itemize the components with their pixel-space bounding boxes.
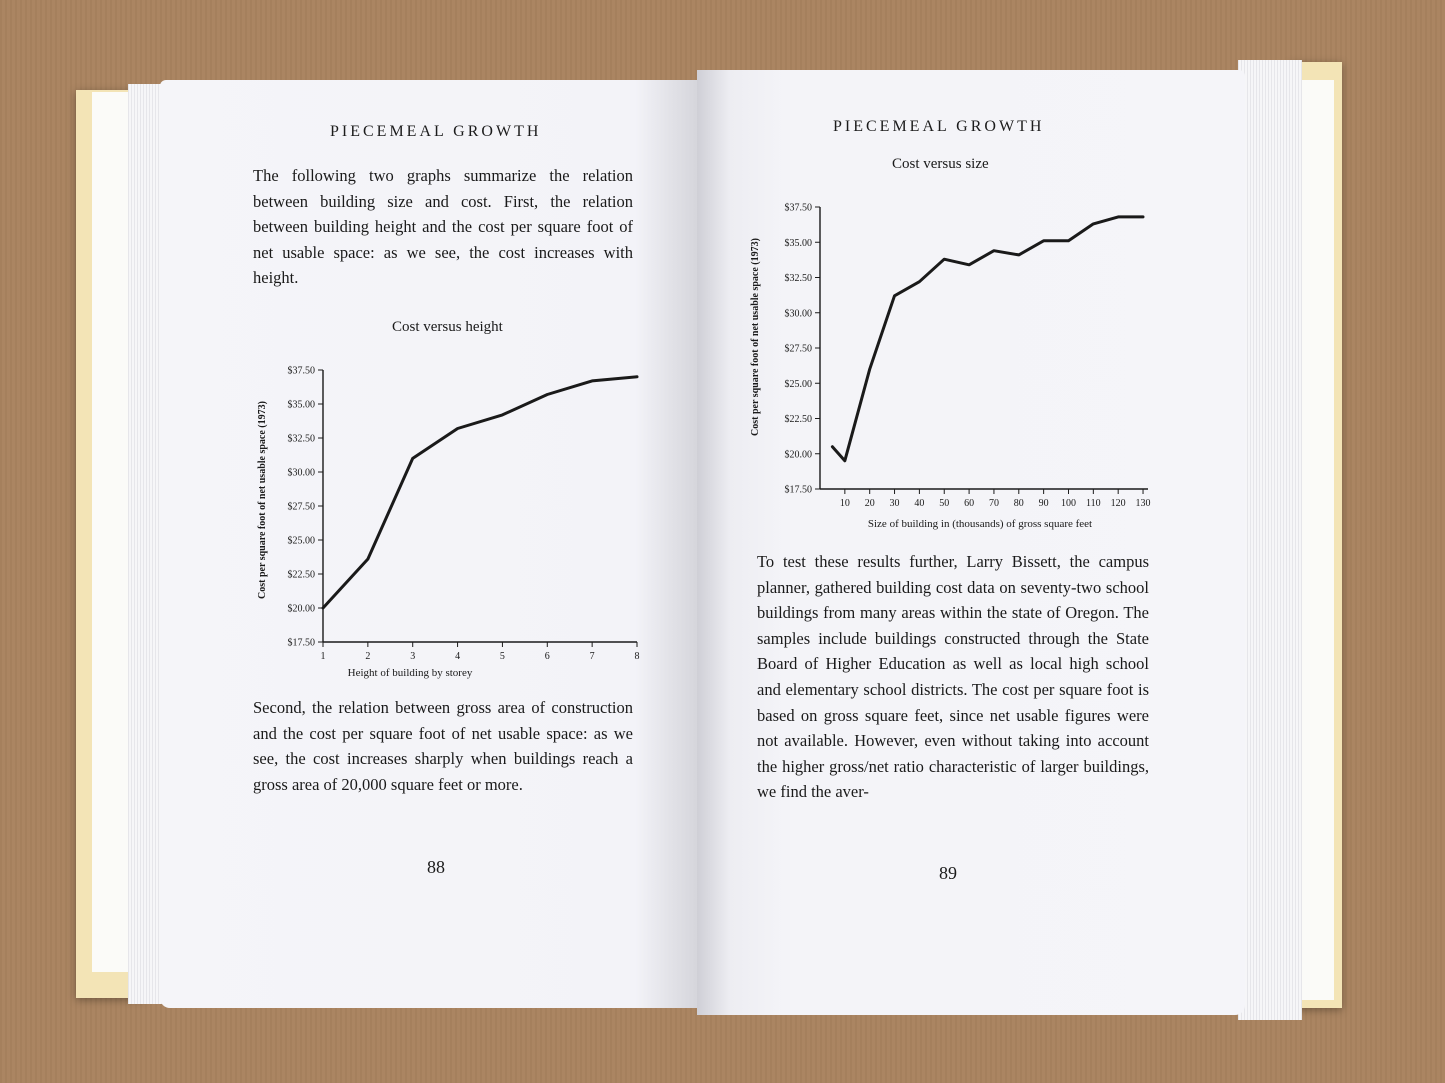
y-tick-label: $25.00 xyxy=(785,379,813,390)
page-stack-right xyxy=(1238,60,1302,1020)
x-axis-label: Size of building in (thousands) of gross… xyxy=(868,518,1092,530)
x-tick-label: 20 xyxy=(865,498,875,509)
y-tick-label: $35.00 xyxy=(785,238,813,249)
y-tick-label: $37.50 xyxy=(785,203,813,214)
x-tick-label: 100 xyxy=(1061,498,1076,509)
x-tick-label: 60 xyxy=(964,498,974,509)
x-tick-label: 40 xyxy=(914,498,924,509)
right-page: PIECEMEAL GROWTH Cost versus size Cost p… xyxy=(697,70,1245,1015)
y-tick-label: $32.50 xyxy=(785,273,813,284)
y-tick-label: $22.50 xyxy=(785,414,813,425)
y-tick-label: $30.00 xyxy=(785,308,813,319)
x-tick-label: 120 xyxy=(1111,498,1126,509)
running-head-left: PIECEMEAL GROWTH xyxy=(330,123,542,140)
chart-title-height: Cost versus height xyxy=(392,319,503,335)
x-tick-label: 4 xyxy=(455,651,460,662)
x-tick-label: 90 xyxy=(1039,498,1049,509)
x-tick-label: 80 xyxy=(1014,498,1024,509)
x-tick-label: 1 xyxy=(321,651,326,662)
page-number-left: 88 xyxy=(427,857,445,877)
x-tick-label: 130 xyxy=(1136,498,1151,509)
x-tick-label: 30 xyxy=(890,498,900,509)
x-tick-label: 50 xyxy=(939,498,949,509)
series-line xyxy=(830,215,1145,463)
x-tick-label: 3 xyxy=(410,651,415,662)
x-tick-label: 2 xyxy=(365,651,370,662)
y-tick-label: $20.00 xyxy=(288,604,316,615)
y-axis-label: Cost per square foot of net usable space… xyxy=(750,238,761,436)
y-tick-label: $27.50 xyxy=(288,502,316,513)
y-tick-label: $35.00 xyxy=(288,400,316,411)
chart-cost-versus-size: Cost per square foot of net usable space… xyxy=(750,203,1151,531)
x-tick-label: 110 xyxy=(1086,498,1101,509)
y-tick-label: $25.00 xyxy=(288,536,316,547)
x-tick-label: 8 xyxy=(635,651,640,662)
y-tick-label: $17.50 xyxy=(785,485,813,496)
chart-cost-versus-height: Cost per square foot of net usable space… xyxy=(257,366,640,680)
y-tick-label: $22.50 xyxy=(288,570,316,581)
chart-title-size: Cost versus size xyxy=(892,156,989,172)
y-tick-label: $27.50 xyxy=(785,344,813,355)
y-axis-label: Cost per square foot of net usable space… xyxy=(257,401,268,599)
x-tick-label: 7 xyxy=(590,651,595,662)
left-paragraph-2: Second, the relation between gross area … xyxy=(253,698,633,794)
y-tick-label: $37.50 xyxy=(288,366,316,377)
x-tick-label: 6 xyxy=(545,651,550,662)
right-paragraph-1: To test these results further, Larry Bis… xyxy=(757,552,1149,802)
x-tick-label: 70 xyxy=(989,498,999,509)
y-tick-label: $20.00 xyxy=(785,449,813,460)
x-axis-label: Height of building by storey xyxy=(348,667,473,679)
y-tick-label: $17.50 xyxy=(288,638,316,649)
x-tick-label: 5 xyxy=(500,651,505,662)
y-tick-label: $30.00 xyxy=(288,468,316,479)
y-tick-label: $32.50 xyxy=(288,434,316,445)
running-head-right: PIECEMEAL GROWTH xyxy=(833,118,1045,135)
left-page: PIECEMEAL GROWTH The following two graph… xyxy=(160,80,700,1008)
left-paragraph-1: The following two graphs summarize the r… xyxy=(253,166,633,288)
x-tick-label: 10 xyxy=(840,498,850,509)
page-number-right: 89 xyxy=(939,863,957,883)
series-line xyxy=(321,375,639,610)
